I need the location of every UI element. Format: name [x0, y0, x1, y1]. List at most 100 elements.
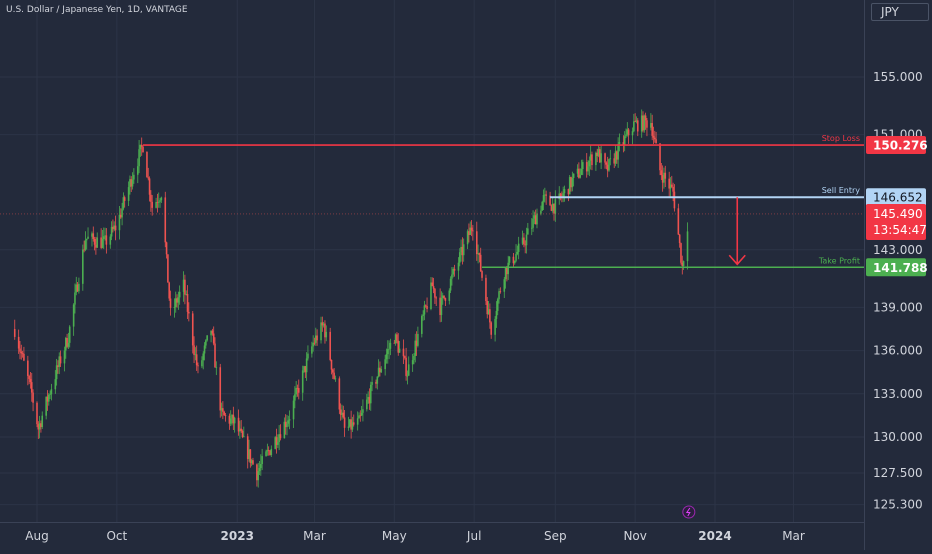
- candle-body: [151, 201, 153, 208]
- candle-body: [68, 326, 71, 343]
- candle-body: [567, 189, 570, 195]
- candle-body: [570, 177, 572, 188]
- candle-body: [625, 134, 627, 137]
- candle-body: [496, 299, 499, 311]
- candle-body: [367, 397, 369, 400]
- y-tick-label: 136.000: [873, 344, 923, 358]
- candle-body: [32, 392, 34, 403]
- candle-body: [440, 297, 443, 315]
- level-price-tag: [866, 188, 926, 207]
- candle-body: [375, 382, 377, 384]
- candle-body: [599, 149, 601, 163]
- candle-body: [435, 297, 438, 299]
- candle-body: [266, 450, 269, 452]
- candle-body: [322, 323, 325, 326]
- candle-body: [626, 129, 629, 135]
- candle-body: [119, 214, 122, 218]
- candle-body: [411, 360, 414, 365]
- currency-selector[interactable]: JPY: [871, 3, 929, 21]
- candle-body: [250, 460, 253, 463]
- candle-body: [588, 160, 591, 167]
- candle-body: [304, 366, 307, 373]
- candle-body: [167, 254, 169, 283]
- candle-body: [614, 151, 617, 164]
- candle-body: [682, 261, 685, 267]
- candle-body: [669, 184, 672, 189]
- candle-body: [544, 194, 546, 196]
- candle-body: [105, 235, 108, 245]
- x-tick-label: Aug: [25, 529, 48, 543]
- candle-body: [591, 154, 593, 166]
- candle-body: [169, 298, 172, 308]
- candle-body: [256, 464, 258, 481]
- candle-body: [582, 162, 584, 170]
- candle-body: [596, 152, 599, 156]
- candle-body: [324, 323, 326, 338]
- candle-body: [498, 291, 500, 300]
- candle-body: [313, 342, 316, 344]
- candle-body: [74, 292, 76, 305]
- candle-body: [267, 450, 270, 452]
- candle-body: [93, 238, 96, 245]
- candle-body: [466, 231, 469, 245]
- candle-body: [222, 408, 224, 412]
- candle-body: [668, 178, 670, 189]
- price-levels: Stop Loss Sell Entry Take Profit: [0, 134, 864, 269]
- candle-body: [415, 340, 418, 346]
- candle-body: [92, 233, 95, 239]
- candle-body: [288, 419, 291, 421]
- candle-body: [571, 177, 574, 188]
- candle-body: [458, 252, 461, 263]
- candle-body: [109, 236, 112, 245]
- candle-body: [118, 214, 121, 231]
- candle-body: [157, 201, 160, 203]
- candle-body: [246, 436, 249, 459]
- candle-body: [650, 123, 652, 128]
- candle-body: [211, 330, 214, 334]
- x-tick-label: 2024: [698, 529, 731, 543]
- candle-body: [303, 366, 305, 371]
- candle-body: [524, 244, 527, 246]
- candle-body: [371, 382, 373, 385]
- candle-body: [240, 428, 242, 431]
- candle-body: [681, 262, 684, 267]
- candle-body: [384, 359, 386, 370]
- candle-body: [212, 333, 215, 344]
- candle-body: [485, 277, 487, 302]
- candle-body: [605, 162, 608, 165]
- candle-body: [186, 293, 189, 312]
- candle-body: [229, 418, 232, 424]
- x-tick-label: Mar: [303, 529, 326, 543]
- candle-body: [215, 367, 218, 369]
- candle-body: [159, 200, 161, 202]
- level-price-tag: [866, 258, 926, 277]
- candle-body: [530, 227, 533, 229]
- candle-body: [95, 244, 97, 248]
- candle-body: [616, 151, 618, 160]
- candle-body: [23, 353, 25, 361]
- candle-body: [461, 246, 464, 256]
- candle-body: [430, 282, 432, 309]
- candle-body: [223, 411, 225, 416]
- candle-body: [527, 228, 529, 235]
- grid: [0, 0, 864, 522]
- candle-body: [562, 193, 564, 198]
- candle-body: [613, 158, 616, 164]
- candle-body: [606, 164, 609, 171]
- candle-body: [295, 387, 297, 395]
- candle-body: [191, 313, 194, 346]
- candle-body: [443, 295, 445, 299]
- candle-body: [269, 450, 271, 455]
- candle-body: [27, 360, 29, 376]
- candle-body: [627, 129, 630, 136]
- candle-body: [462, 244, 465, 256]
- candle-body: [286, 423, 288, 428]
- candle-body: [468, 231, 470, 235]
- candle-body: [332, 369, 334, 373]
- candle-body: [194, 354, 197, 356]
- candle-body: [653, 137, 656, 140]
- candle-body: [202, 353, 205, 361]
- candle-body: [305, 358, 308, 373]
